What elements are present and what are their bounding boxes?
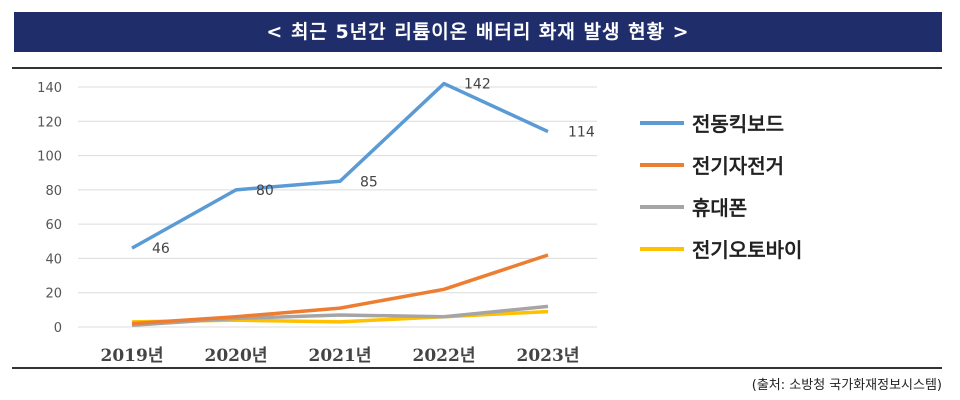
legend-swatch [640,246,684,251]
series-line-0 [131,81,549,250]
chart-title: < 최근 5년간 리튬이온 배터리 화재 발생 현황 > [14,12,942,52]
y-tick-label: 20 [45,287,62,302]
y-tick-label: 80 [45,184,62,199]
x-tick-label: 2020년 [205,346,268,366]
y-tick-label: 120 [37,115,62,130]
x-tick-label: 2023년 [517,346,580,366]
x-tick-label: 2022년 [413,346,476,366]
data-label: 46 [152,241,170,257]
data-label: 114 [568,125,595,141]
x-tick-label: 2019년 [101,346,164,366]
legend-label: 전기자전거 [692,154,784,178]
data-label: 142 [464,77,491,93]
legend-swatch [640,204,684,209]
data-label: 80 [256,183,274,199]
legend-swatch [640,162,684,167]
legend-label: 전동킥보드 [692,112,784,136]
legend-item: 전기오토바이 [640,234,802,263]
legend-item: 전기자전거 [640,150,784,179]
x-tick-label: 2021년 [309,346,372,366]
line-chart: 0 20 40 60 80 100 120 140 2019년 2020년 2021년 2022년 20… [37,77,597,366]
y-tick-label: 40 [45,252,62,267]
data-label: 85 [360,174,378,190]
legend-swatch [640,120,684,125]
legend-item: 전동킥보드 [640,108,784,137]
y-tick-label: 140 [37,81,62,96]
y-tick-label: 60 [45,218,62,233]
top-divider [12,67,942,69]
y-tick-label: 0 [54,321,62,336]
y-tick-label: 100 [37,150,62,165]
source-note: (출처: 소방청 국가화재정보시스템) [751,378,942,393]
legend-label: 휴대폰 [692,196,748,220]
legend-label: 전기오토바이 [692,238,803,262]
bottom-divider [12,367,942,369]
legend-item: 휴대폰 [640,192,747,221]
